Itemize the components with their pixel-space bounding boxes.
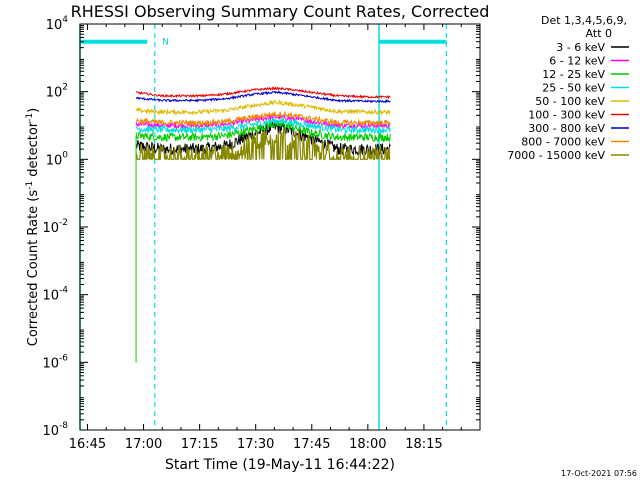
series-line bbox=[135, 99, 391, 117]
y-tick-base: 10 bbox=[46, 18, 63, 33]
x-axis-label: Start Time (19-May-11 16:44:22) bbox=[165, 457, 395, 473]
y-tick-label: 10-6 bbox=[42, 353, 68, 371]
x-tick-label: 17:00 bbox=[125, 437, 162, 452]
legend-label: 25 - 50 keV bbox=[542, 82, 605, 95]
y-tick-label: 10-4 bbox=[42, 286, 68, 304]
y-tick-exponent: 4 bbox=[62, 15, 68, 25]
y-tick-base: 10 bbox=[42, 221, 59, 236]
y-tick-label: 102 bbox=[46, 83, 68, 101]
y-tick-label: 10-8 bbox=[42, 421, 68, 439]
legend-header-line2: Att 0 bbox=[586, 27, 612, 40]
y-axis-label-end: ) bbox=[26, 108, 41, 113]
plot-area: 16:45 17:00 17:15 17:30 17:45 18:00 18:15 1041… bbox=[42, 15, 481, 452]
y-axis-label-exp1: -1 bbox=[25, 181, 35, 190]
y-axis-label-exp2: -1 bbox=[25, 113, 35, 122]
y-tick-base: 10 bbox=[46, 86, 63, 101]
x-tick-label: 17:15 bbox=[181, 437, 218, 452]
legend-label: 800 - 7000 keV bbox=[521, 136, 605, 149]
legend-label: 3 - 6 keV bbox=[556, 41, 605, 54]
legend-label: 300 - 800 keV bbox=[528, 122, 605, 135]
plot-frame bbox=[79, 23, 481, 431]
y-axis-label-mid: detector bbox=[26, 121, 41, 181]
x-tick-label: 18:15 bbox=[405, 437, 442, 452]
y-tick-exponent: 0 bbox=[62, 150, 68, 160]
x-tick-label: 18:00 bbox=[349, 437, 386, 452]
legend-label: 100 - 300 keV bbox=[528, 109, 605, 122]
series-lines bbox=[135, 85, 391, 363]
series-line bbox=[135, 113, 391, 131]
series-line bbox=[135, 85, 391, 100]
x-tick-label: 16:45 bbox=[69, 437, 106, 452]
y-tick-base: 10 bbox=[46, 153, 63, 168]
y-tick-base: 10 bbox=[42, 356, 59, 371]
instrument-markers bbox=[79, 24, 447, 430]
y-tick-label: 104 bbox=[46, 15, 69, 33]
series-line bbox=[135, 110, 391, 128]
y-tick-base: 10 bbox=[42, 289, 59, 304]
legend-header-line1: Det 1,3,4,5,6,9, bbox=[541, 14, 627, 27]
footer-timestamp: 17-Oct-2021 07:56 bbox=[561, 469, 637, 478]
chart-title: RHESSI Observing Summary Count Rates, Co… bbox=[71, 2, 490, 21]
legend-label: 12 - 25 keV bbox=[542, 68, 605, 81]
y-tick-exponent: -2 bbox=[59, 218, 68, 228]
series-line bbox=[135, 90, 391, 104]
x-tick-label: 17:30 bbox=[237, 437, 274, 452]
y-tick-label: 100 bbox=[46, 150, 69, 168]
y-tick-exponent: -8 bbox=[59, 421, 68, 431]
y-axis-label-main: Corrected Count Rate (s bbox=[26, 190, 41, 347]
x-tick-label: 17:45 bbox=[293, 437, 330, 452]
y-tick-exponent: -6 bbox=[59, 353, 68, 363]
attenuator-annotation: N bbox=[162, 38, 169, 48]
y-tick-label: 10-2 bbox=[42, 218, 68, 236]
series-line bbox=[135, 119, 391, 143]
legend-label: 7000 - 15000 keV bbox=[507, 149, 605, 162]
y-tick-exponent: 2 bbox=[62, 83, 68, 93]
series-line bbox=[135, 127, 391, 161]
y-tick-exponent: -4 bbox=[59, 286, 68, 296]
y-tick-base: 10 bbox=[42, 424, 59, 439]
legend-label: 6 - 12 keV bbox=[549, 55, 605, 68]
series-line bbox=[135, 117, 391, 135]
y-axis-label: Corrected Count Rate (s-1 detector-1) bbox=[25, 108, 41, 346]
legend-label: 50 - 100 keV bbox=[535, 95, 605, 108]
x-axis-ticks: 16:45 17:00 17:15 17:30 17:45 18:00 18:15 bbox=[69, 24, 462, 452]
